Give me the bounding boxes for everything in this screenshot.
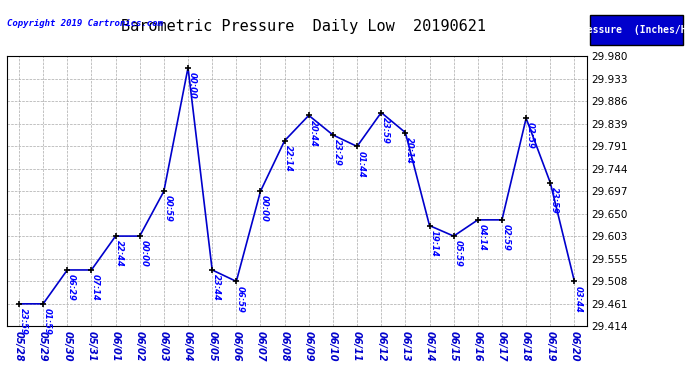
Text: 07:14: 07:14 xyxy=(91,274,100,301)
Text: 23:59: 23:59 xyxy=(381,117,390,144)
Text: 23:59: 23:59 xyxy=(550,187,559,214)
Text: 06:59: 06:59 xyxy=(236,286,245,312)
Text: 02:59: 02:59 xyxy=(502,224,511,251)
Text: 23:59: 23:59 xyxy=(19,308,28,335)
Text: Barometric Pressure  Daily Low  20190621: Barometric Pressure Daily Low 20190621 xyxy=(121,19,486,34)
Text: 03:44: 03:44 xyxy=(574,286,583,312)
Text: 01:59: 01:59 xyxy=(43,308,52,335)
Text: 22:14: 22:14 xyxy=(284,145,293,172)
Text: 04:14: 04:14 xyxy=(477,224,486,251)
Text: 19:14: 19:14 xyxy=(429,230,438,256)
Text: 00:59: 00:59 xyxy=(164,195,172,222)
Text: 00:00: 00:00 xyxy=(260,195,269,222)
Text: Copyright 2019 Cartronics.com: Copyright 2019 Cartronics.com xyxy=(7,19,163,28)
Text: 20:14: 20:14 xyxy=(405,137,414,164)
Text: 01:44: 01:44 xyxy=(357,151,366,177)
Text: 05:59: 05:59 xyxy=(453,240,462,267)
Text: 22:44: 22:44 xyxy=(115,240,124,267)
Text: 23:44: 23:44 xyxy=(212,274,221,301)
Text: 20:44: 20:44 xyxy=(308,120,317,147)
Text: 02:59: 02:59 xyxy=(526,122,535,149)
Text: 23:29: 23:29 xyxy=(333,139,342,166)
Text: 00:00: 00:00 xyxy=(139,240,148,267)
Text: 06:29: 06:29 xyxy=(67,274,76,301)
Text: Pressure  (Inches/Hg): Pressure (Inches/Hg) xyxy=(575,25,690,35)
Text: 00:00: 00:00 xyxy=(188,72,197,99)
